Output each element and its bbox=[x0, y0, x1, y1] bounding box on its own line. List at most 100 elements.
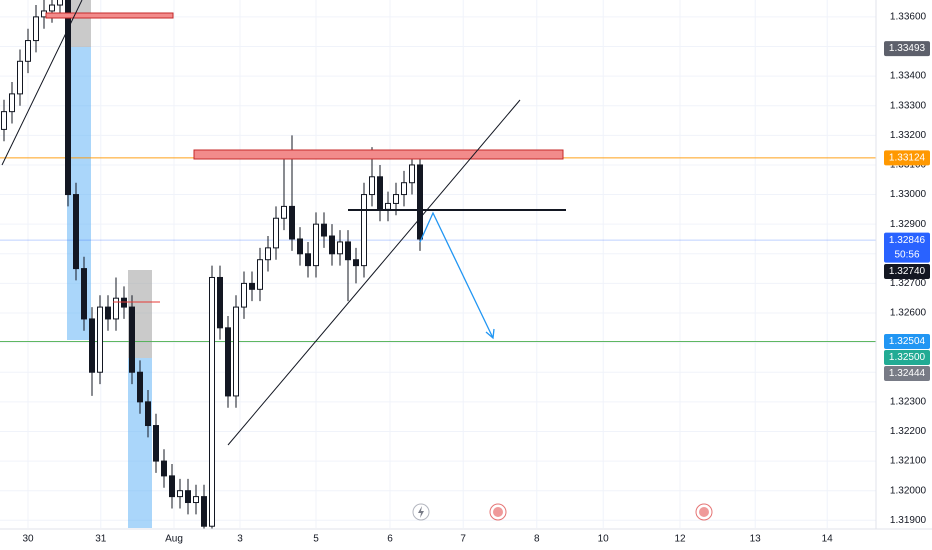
candle-body bbox=[153, 425, 159, 462]
x-tick-label: 3 bbox=[237, 534, 243, 545]
candle-body bbox=[105, 306, 111, 320]
x-tick-label: 13 bbox=[750, 534, 762, 545]
time-axis bbox=[0, 529, 932, 550]
candle-body bbox=[209, 276, 215, 527]
x-tick-label: 31 bbox=[95, 534, 107, 545]
candle-body bbox=[393, 194, 399, 204]
candle-body bbox=[113, 297, 119, 320]
price-marker-label: 1.32500 bbox=[889, 352, 926, 363]
candle-body bbox=[81, 268, 87, 320]
event-icon[interactable] bbox=[695, 503, 713, 521]
price-marker-label: 1.33493 bbox=[889, 43, 926, 54]
price-marker-label: 1.33124 bbox=[889, 152, 926, 163]
candle-body bbox=[57, 0, 63, 6]
y-tick-label: 1.33000 bbox=[890, 189, 927, 200]
candle-body bbox=[289, 205, 295, 240]
x-tick-label: 14 bbox=[822, 534, 834, 545]
candle-body bbox=[177, 490, 183, 498]
y-tick-label: 1.33600 bbox=[890, 12, 927, 23]
candle-body bbox=[1, 111, 7, 130]
candle-body bbox=[65, 0, 71, 196]
x-tick-label: 30 bbox=[22, 534, 34, 545]
price-marker bbox=[884, 41, 930, 57]
x-tick-label: 10 bbox=[598, 534, 610, 545]
candle-body bbox=[337, 241, 343, 255]
candle-body bbox=[161, 460, 167, 477]
candle-body bbox=[273, 217, 279, 249]
candle-body bbox=[417, 164, 423, 240]
price-marker-label: 1.32740 bbox=[889, 266, 926, 277]
y-tick-label: 1.32000 bbox=[890, 485, 927, 496]
y-tick-label: 1.32700 bbox=[890, 278, 927, 289]
arrow-head bbox=[485, 328, 495, 340]
y-tick-label: 1.33400 bbox=[890, 71, 927, 82]
candle-body bbox=[401, 182, 407, 196]
price-marker bbox=[884, 349, 930, 365]
candle-body bbox=[193, 496, 199, 504]
candle-body bbox=[321, 223, 327, 237]
candle-body bbox=[169, 475, 175, 498]
candle-body bbox=[9, 93, 15, 113]
price-marker bbox=[884, 150, 930, 166]
candle-body bbox=[249, 282, 255, 290]
candle-body bbox=[353, 259, 359, 267]
x-tick-label: 5 bbox=[313, 534, 319, 545]
y-tick-label: 1.33200 bbox=[890, 130, 927, 141]
candle-body bbox=[385, 202, 391, 210]
candle-body bbox=[185, 490, 191, 504]
price-marker bbox=[884, 365, 930, 381]
candle-body bbox=[313, 223, 319, 267]
resistance-zone bbox=[193, 149, 564, 160]
candle-body bbox=[265, 247, 271, 261]
price-marker-label: 1.32846 bbox=[889, 235, 926, 246]
projection-arrow bbox=[419, 211, 494, 339]
candle-body bbox=[225, 327, 231, 397]
candle-body bbox=[297, 238, 303, 255]
candle-body bbox=[329, 235, 335, 255]
y-tick-label: 1.32900 bbox=[890, 219, 927, 230]
x-tick-label: 6 bbox=[387, 534, 393, 545]
candle-body bbox=[49, 4, 55, 12]
trend-line bbox=[227, 99, 521, 446]
candle-body bbox=[137, 371, 143, 403]
price-marker-label: 1.32504 bbox=[889, 336, 926, 347]
y-tick-label: 1.33300 bbox=[890, 100, 927, 111]
price-marker bbox=[884, 333, 930, 349]
y-tick-label: 1.32200 bbox=[890, 426, 927, 437]
candle-body bbox=[217, 276, 223, 329]
candle-body bbox=[257, 259, 263, 290]
resistance-zone bbox=[45, 12, 174, 19]
event-icon[interactable] bbox=[489, 503, 507, 521]
trend-line bbox=[1, 0, 83, 166]
marker-layer: 1.33493 1.33124 1.32846 50:56 1.32740 1.32504… bbox=[884, 41, 930, 381]
y-tick-label: 1.32300 bbox=[890, 396, 927, 407]
candle-body bbox=[361, 194, 367, 267]
candle-body bbox=[345, 241, 351, 261]
candle-body bbox=[369, 176, 375, 196]
countdown-label: 50:56 bbox=[894, 249, 919, 260]
candle-body bbox=[145, 401, 151, 427]
candle-layer bbox=[1, 0, 423, 539]
event-icon[interactable] bbox=[412, 503, 430, 521]
price-marker bbox=[884, 232, 930, 263]
candle-body bbox=[377, 176, 383, 210]
candle-body bbox=[33, 16, 39, 42]
y-tick-label: 1.32600 bbox=[890, 308, 927, 319]
x-tick-label: Aug bbox=[165, 534, 183, 545]
price-marker-label: 1.32444 bbox=[889, 368, 926, 379]
candle-body bbox=[89, 318, 95, 373]
candle-body bbox=[233, 306, 239, 397]
candle-body bbox=[97, 306, 103, 373]
x-tick-label: 12 bbox=[674, 534, 686, 545]
candle-body bbox=[17, 60, 23, 95]
candle-body bbox=[281, 205, 287, 219]
candle-body bbox=[73, 194, 79, 270]
y-tick-label: 1.32100 bbox=[890, 456, 927, 467]
x-tick-label: 7 bbox=[460, 534, 466, 545]
price-marker bbox=[884, 264, 930, 280]
x-tick-label: 8 bbox=[534, 534, 540, 545]
candle-body bbox=[305, 253, 311, 267]
candle-body bbox=[201, 496, 207, 527]
y-tick-label: 1.31900 bbox=[890, 515, 927, 526]
candle-body bbox=[129, 306, 135, 373]
